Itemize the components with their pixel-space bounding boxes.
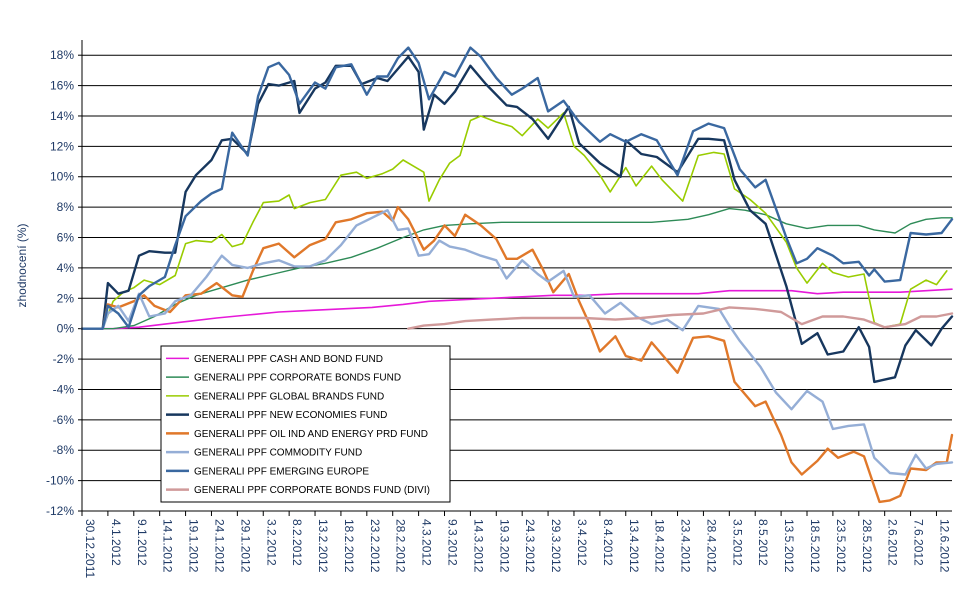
y-tick-label: -8% <box>53 443 75 457</box>
x-tick-label: 18.5.2012 <box>808 519 822 573</box>
y-tick-label: 6% <box>57 231 75 245</box>
y-tick-label: -10% <box>46 474 74 488</box>
x-tick-label: 2.6.2012 <box>886 519 900 566</box>
series-line-1 <box>81 288 953 330</box>
legend-entry-label: GENERALI PPF EMERGING EUROPE <box>194 466 369 477</box>
x-tick-label: 14.1.2012 <box>161 519 175 573</box>
x-tick-label: 28.5.2012 <box>860 519 874 573</box>
x-tick-label: 3.2.2012 <box>264 519 278 566</box>
y-axis-tick-labels: -12% -10% -8% -6% -4% -2% 0% 2% 4% 6% 8% 10% 12% 14% 1… <box>46 48 74 518</box>
series-line-5 <box>80 205 954 504</box>
x-tick-label: 14.3.2012 <box>471 519 485 573</box>
x-tick-label: 23.4.2012 <box>679 519 693 573</box>
x-tick-label: 9.3.2012 <box>446 519 460 566</box>
x-tick-label: 23.5.2012 <box>834 519 848 573</box>
series-line-8 <box>407 306 954 330</box>
series-line-6 <box>80 208 954 476</box>
x-tick-label: 9.1.2012 <box>135 519 149 566</box>
x-axis-tick-labels: 30.12.2011 4.1.2012 9.1.2012 14.1.2012 19.1.… <box>83 519 951 578</box>
y-tick-label: 10% <box>50 170 74 184</box>
y-axis-label: zhodnocení (%) <box>15 223 29 307</box>
y-tick-label: 2% <box>57 291 75 305</box>
x-tick-label: 8.2.2012 <box>290 519 304 566</box>
y-tick-label: -4% <box>53 382 75 396</box>
series-line-3 <box>81 112 948 330</box>
legend-entry-label: GENERALI PPF CORPORATE BONDS FUND <box>194 373 401 384</box>
x-tick-label: 18.2.2012 <box>342 519 356 573</box>
x-tick-label: 13.5.2012 <box>782 519 796 573</box>
x-tick-label: 12.6.2012 <box>937 519 951 573</box>
series-lines <box>80 46 954 504</box>
y-tick-label: 18% <box>50 48 74 62</box>
x-tick-label: 13.2.2012 <box>316 519 330 573</box>
x-tick-label: 13.4.2012 <box>627 519 641 573</box>
legend-entry-label: GENERALI PPF NEW ECONOMIES FUND <box>194 410 387 421</box>
x-tick-label: 7.6.2012 <box>912 519 926 566</box>
x-tick-label: 24.1.2012 <box>212 519 226 573</box>
x-tick-label: 8.5.2012 <box>756 519 770 566</box>
x-tick-label: 30.12.2011 <box>83 519 97 578</box>
legend-entry-label: GENERALI PPF CORPORATE BONDS FUND (DIVI) <box>194 485 430 496</box>
x-tick-label: 23.2.2012 <box>368 519 382 573</box>
x-tick-label: 8.4.2012 <box>601 519 615 566</box>
y-tick-label: -6% <box>53 413 75 427</box>
x-tick-label: 3.4.2012 <box>575 519 589 566</box>
y-tick-label: 8% <box>57 200 75 214</box>
y-tick-label: 4% <box>57 261 75 275</box>
series-line-4 <box>80 55 954 384</box>
series-line-7 <box>80 46 954 330</box>
y-tick-label: -2% <box>53 352 75 366</box>
x-tick-label: 28.2.2012 <box>394 519 408 573</box>
x-tick-label: 18.4.2012 <box>653 519 667 573</box>
x-tick-label: 3.5.2012 <box>730 519 744 566</box>
y-tick-label: 0% <box>57 322 75 336</box>
legend-entry-label: GENERALI PPF GLOBAL BRANDS FUND <box>194 391 384 402</box>
x-tick-label: 28.4.2012 <box>704 519 718 573</box>
y-tick-label: 16% <box>50 79 74 93</box>
y-tick-label: 12% <box>50 139 74 153</box>
y-tick-label: -12% <box>46 504 74 518</box>
y-tick-label: 14% <box>50 109 74 123</box>
x-tick-label: 24.3.2012 <box>523 519 537 573</box>
legend-box <box>160 345 451 503</box>
x-tick-label: 19.1.2012 <box>187 519 201 573</box>
legend-entry-label: GENERALI PPF CASH AND BOND FUND <box>194 354 383 365</box>
x-tick-label: 4.3.2012 <box>420 519 434 566</box>
legend: GENERALI PPF CASH AND BOND FUND GENERALI … <box>160 345 451 503</box>
x-tick-label: 19.3.2012 <box>497 519 511 573</box>
legend-entry-label: GENERALI PPF OIL IND AND ENERGY PRD FUND <box>194 429 428 440</box>
x-tick-label: 4.1.2012 <box>109 519 123 566</box>
x-tick-label: 29.3.2012 <box>549 519 563 573</box>
x-tick-label: 29.1.2012 <box>238 519 252 573</box>
legend-entry-label: GENERALI PPF COMMODITY FUND <box>194 448 362 459</box>
